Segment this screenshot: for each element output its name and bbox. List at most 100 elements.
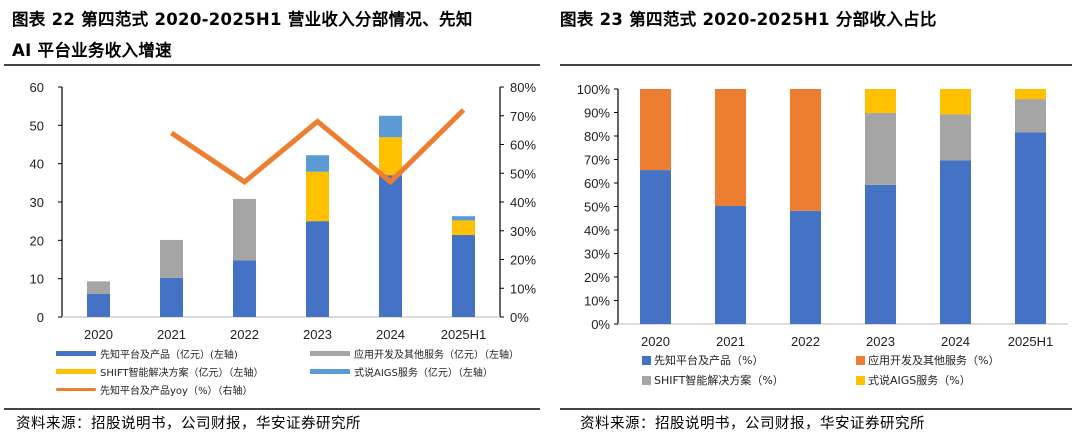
y-tick-label: 90% <box>584 106 610 121</box>
legend-label: 先知平台及产品（亿元）(左轴) <box>100 350 238 361</box>
bar-segment-series-2 <box>306 171 329 222</box>
y-tick-label: 50% <box>584 200 610 215</box>
left-y-tick-label: 20 <box>30 233 44 248</box>
bar-segment-series-1 <box>87 281 110 294</box>
bar-segment-series-0 <box>715 206 746 324</box>
right-y-tick-label: 20% <box>510 253 536 268</box>
right-figure-panel: 图表 23 第四范式 2020-2025H1 分部收入占比 0% 10% 20% 30… <box>560 0 1080 444</box>
right-y-tick-label: 50% <box>510 166 536 181</box>
right-y-tick-label: 70% <box>510 109 536 124</box>
bar-segment-series-2 <box>452 220 475 235</box>
legend-item-series-2: SHIFT智能解决方案（亿元）（左轴） <box>56 364 264 379</box>
right-title-line1: 图表 23 第四范式 2020-2025H1 分部收入占比 <box>560 10 937 29</box>
legend-label: 应用开发及其他服务（%） <box>868 354 1000 367</box>
bar-segment-series-0 <box>306 221 329 317</box>
legend-item-series-0: 先知平台及产品（%） <box>642 352 763 368</box>
legend-item-series-0: 先知平台及产品（亿元）(左轴) <box>56 346 238 361</box>
x-tick-label: 2025H1 <box>1008 334 1054 349</box>
bar-segment-series-1 <box>790 89 821 211</box>
x-tick-label: 2020 <box>84 327 113 342</box>
left-figure-panel: 图表 22 第四范式 2020-2025H1 营业收入分部情况、先知 AI 平台… <box>0 4 540 432</box>
legend-item-series-2: SHIFT智能解决方案（%） <box>642 372 784 388</box>
bar-segment-series-0 <box>87 294 110 317</box>
right-figure-title: 图表 23 第四范式 2020-2025H1 分部收入占比 <box>560 4 937 35</box>
legend-swatch <box>56 388 96 391</box>
left-y-tick-label: 0 <box>37 310 44 325</box>
bar-segment-series-2 <box>940 114 971 161</box>
right-y-tick-label: 80% <box>510 80 536 95</box>
x-tick-label: 2023 <box>303 327 332 342</box>
bar-segment-series-0 <box>790 210 821 324</box>
bar-segment-series-2 <box>1015 99 1046 133</box>
left-top-rule <box>4 64 540 66</box>
y-tick-label: 20% <box>584 270 610 285</box>
left-title-line1: 图表 22 第四范式 2020-2025H1 营业收入分部情况、先知 <box>12 10 473 29</box>
bar-segment-series-3 <box>379 115 402 138</box>
bar-segment-series-0 <box>640 170 671 324</box>
bar-segment-series-3 <box>865 89 896 113</box>
bar-segment-series-0 <box>452 234 475 317</box>
left-source-note: 资料来源：招股说明书，公司财报，华安证券研究所 <box>16 416 361 432</box>
x-tick-label: 2023 <box>866 334 895 349</box>
legend-label: 式说AIGS服务（亿元）（左轴） <box>354 368 493 379</box>
legend-label: SHIFT智能解决方案（%） <box>654 374 784 387</box>
right-bottom-rule <box>560 408 1072 410</box>
legend-item-series-1: 应用开发及其他服务（亿元）（左轴） <box>310 346 519 361</box>
legend-swatch <box>310 369 350 374</box>
bar-segment-series-1 <box>640 89 671 171</box>
bar-segment-series-0 <box>1015 132 1046 324</box>
legend-label: SHIFT智能解决方案（亿元）（左轴） <box>100 368 264 379</box>
left-bottom-rule <box>4 408 540 410</box>
bar-segment-series-1 <box>160 239 183 278</box>
bar-segment-series-1 <box>715 89 746 207</box>
bar-segment-series-0 <box>233 260 256 317</box>
legend-swatch <box>56 369 96 374</box>
bar-segment-series-0 <box>940 160 971 324</box>
legend-swatch <box>642 355 651 365</box>
y-tick-label: 100% <box>577 82 611 97</box>
legend-swatch <box>56 351 96 356</box>
y-tick-label: 70% <box>584 153 610 168</box>
left-legend: 先知平台及产品（亿元）(左轴) 应用开发及其他服务（亿元）（左轴） SHIFT智能解… <box>0 340 540 405</box>
x-tick-label: 2022 <box>791 334 820 349</box>
right-y-tick-label: 10% <box>510 281 536 296</box>
legend-item-series-1: 应用开发及其他服务（%） <box>856 352 999 368</box>
bar-segment-series-0 <box>379 175 402 317</box>
y-tick-label: 10% <box>584 294 610 309</box>
legend-label: 式说AIGS服务（%） <box>868 374 971 387</box>
bar-segment-series-2 <box>379 137 402 176</box>
right-y-tick-label: 60% <box>510 138 536 153</box>
bar-segment-series-3 <box>940 89 971 115</box>
y-tick-label: 80% <box>584 129 610 144</box>
left-y-tick-label: 50 <box>30 118 44 133</box>
x-tick-label: 2025H1 <box>441 327 487 342</box>
right-source-note: 资料来源：招股说明书，公司财报，华安证券研究所 <box>580 416 925 432</box>
left-y-tick-label: 10 <box>30 272 44 287</box>
x-tick-label: 2021 <box>716 334 745 349</box>
bar-segment-series-3 <box>452 216 475 221</box>
legend-item-series-4: 先知平台及产品yoy（%）（右轴） <box>56 382 252 397</box>
left-y-tick-label: 40 <box>30 157 44 172</box>
bar-segment-series-1 <box>233 198 256 261</box>
legend-label: 先知平台及产品yoy（%）（右轴） <box>100 386 253 397</box>
x-tick-label: 2021 <box>157 327 186 342</box>
legend-item-series-3: 式说AIGS服务（亿元）（左轴） <box>310 364 493 379</box>
bar-segment-series-3 <box>306 155 329 172</box>
y-tick-label: 30% <box>584 247 610 262</box>
left-y-tick-label: 60 <box>30 80 44 95</box>
legend-swatch <box>642 375 651 385</box>
right-top-rule <box>560 64 1072 66</box>
left-title-line2: AI 平台业务收入增速 <box>12 41 172 60</box>
x-tick-label: 2020 <box>641 334 670 349</box>
legend-swatch <box>310 351 350 356</box>
legend-label: 应用开发及其他服务（亿元）（左轴） <box>354 350 519 361</box>
y-tick-label: 60% <box>584 176 610 191</box>
left-stacked-bar-line-chart: 0 10 20 30 40 50 60 0% 10% 20% 30% 40% 50% 60% 70% 80% 2… <box>30 80 537 342</box>
bar-segment-series-0 <box>865 184 896 324</box>
x-tick-label: 2022 <box>230 327 259 342</box>
left-figure-title: 图表 22 第四范式 2020-2025H1 营业收入分部情况、先知 AI 平台… <box>12 4 473 66</box>
bar-segment-series-3 <box>1015 89 1046 100</box>
right-legend: 先知平台及产品（%） 应用开发及其他服务（%） SHIFT智能解决方案（%） 式说AI… <box>560 350 1080 400</box>
right-y-tick-label: 0% <box>510 310 529 325</box>
x-tick-label: 2024 <box>376 327 405 342</box>
